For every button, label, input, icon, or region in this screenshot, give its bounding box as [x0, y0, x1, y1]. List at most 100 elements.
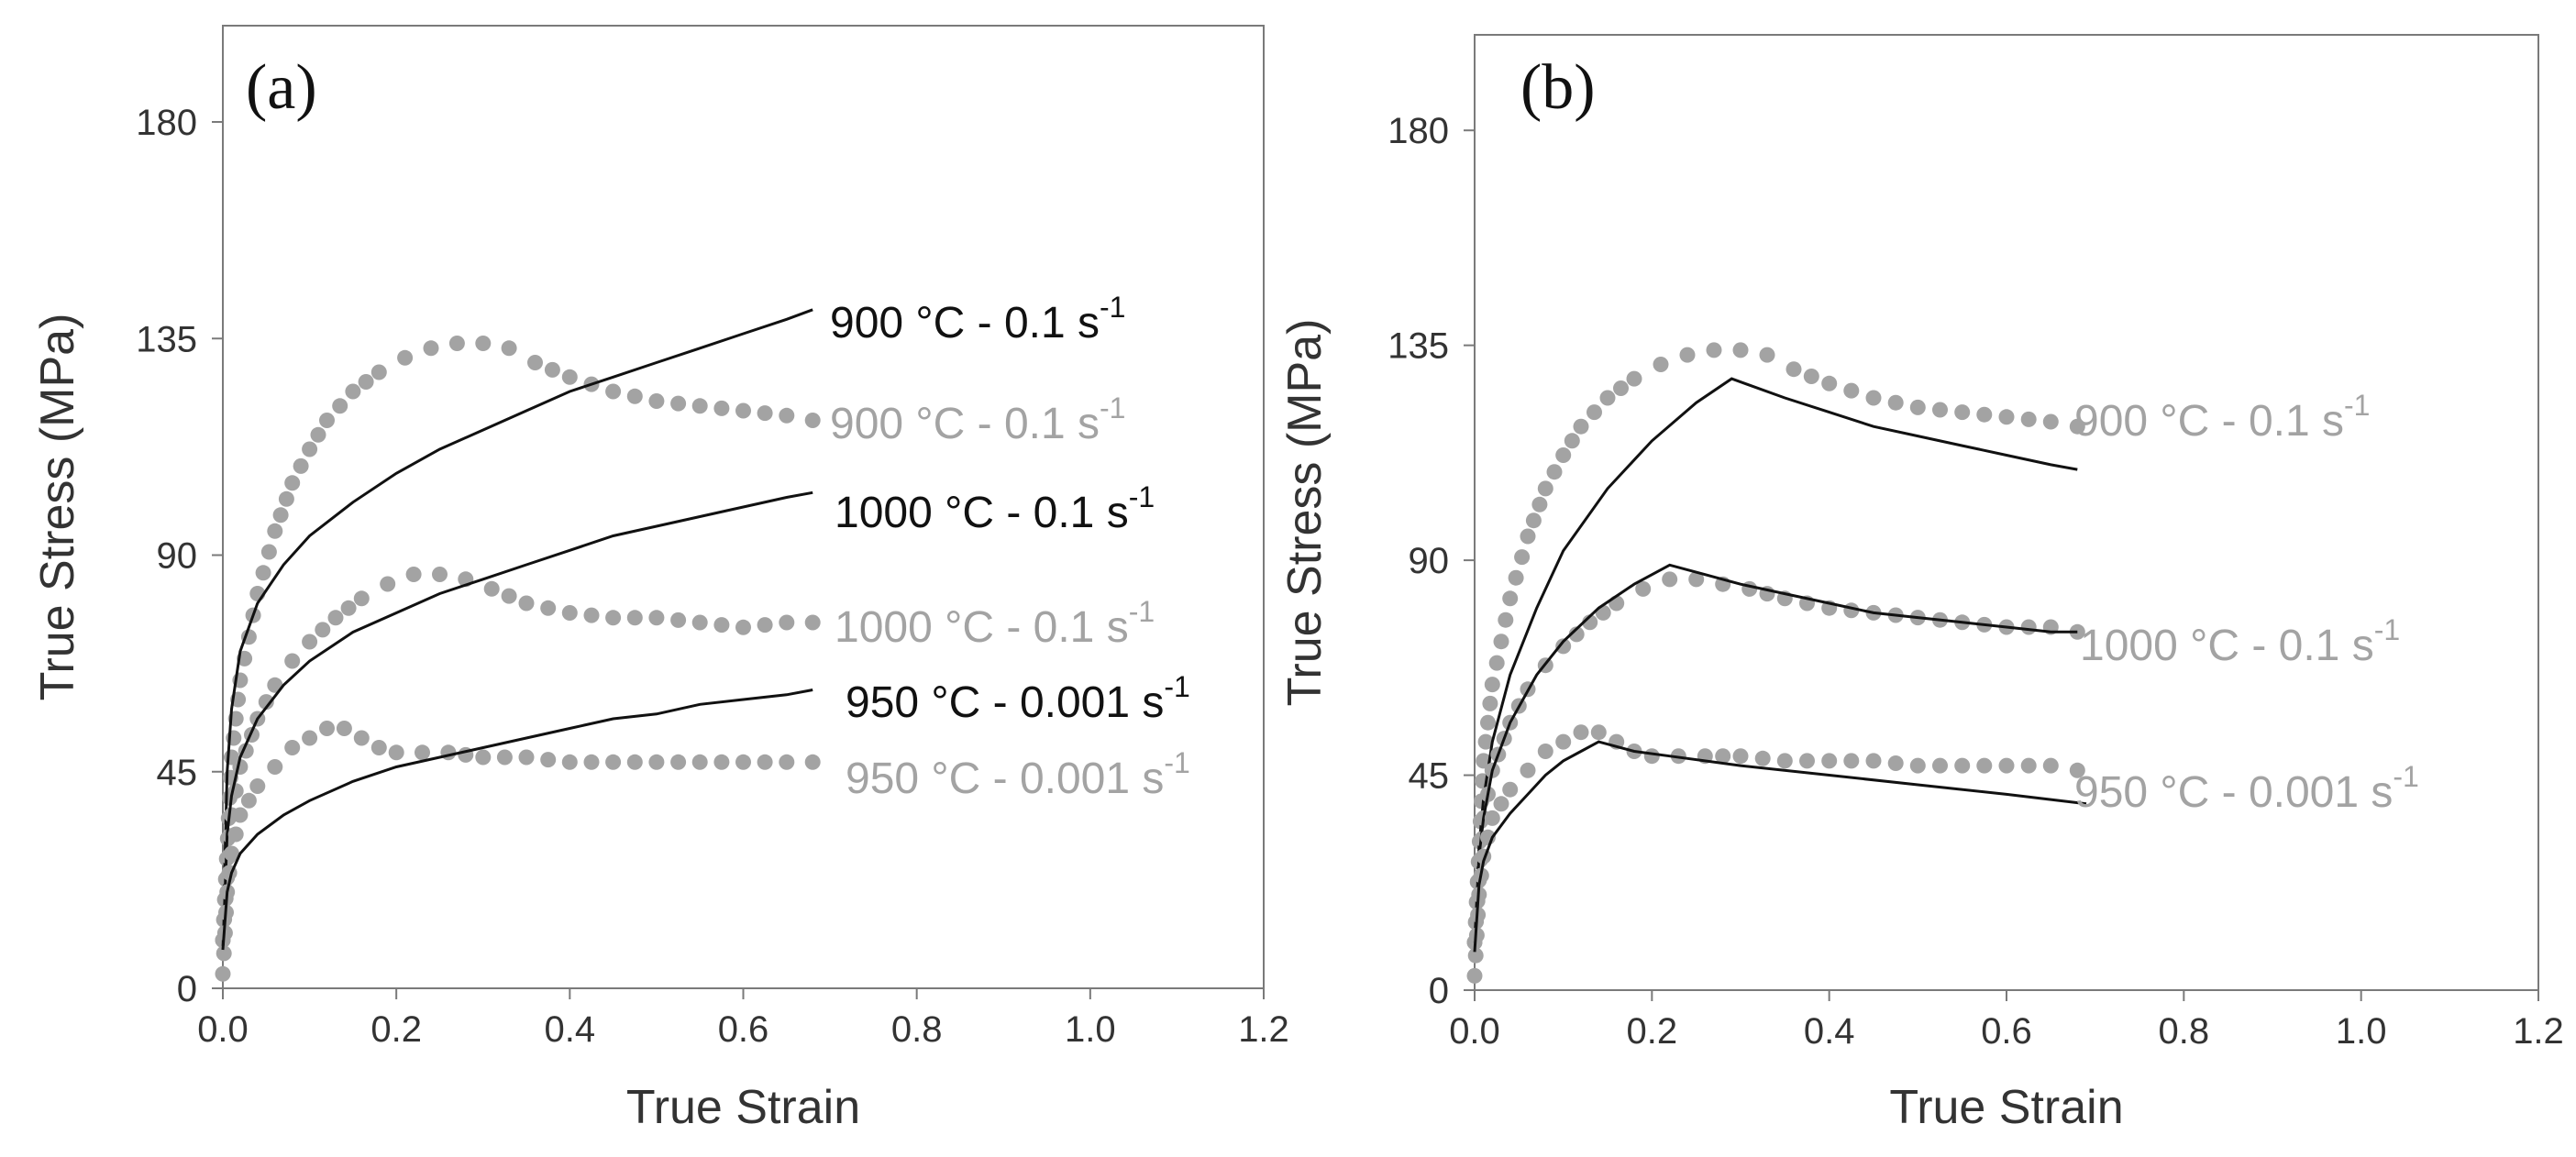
experimental-point — [2020, 619, 2037, 635]
experimental-point — [284, 740, 301, 755]
experimental-point — [255, 565, 271, 581]
experimental-point — [670, 395, 687, 412]
experimental-point — [315, 622, 331, 638]
x-axis-label: True Strain — [626, 1081, 860, 1134]
series-model-3 — [1473, 563, 2078, 942]
experimental-point — [561, 369, 578, 385]
experimental-point — [302, 441, 318, 457]
experimental-point — [278, 490, 294, 507]
series-annotation: 950 °C - 0.001 s-1 — [846, 670, 1190, 727]
experimental-point — [1821, 375, 1838, 391]
experimental-point — [258, 694, 274, 711]
experimental-point — [713, 617, 730, 634]
chart-panel-a: 0.0 0.2 0.4 0.6 0.8 1.0 1.2 0 45 90 135 180 True Str… — [31, 25, 1289, 1134]
experimental-point — [757, 617, 773, 634]
experimental-point — [345, 383, 361, 400]
experimental-point — [1537, 744, 1553, 759]
experimental-point — [2042, 413, 2059, 430]
experimental-point — [527, 355, 543, 370]
experimental-point — [224, 845, 239, 862]
experimental-point — [1564, 433, 1580, 449]
model-line — [221, 490, 813, 951]
experimental-point — [215, 965, 231, 982]
experimental-point — [1887, 394, 1904, 411]
y-tick-label: 45 — [157, 753, 198, 793]
experimental-point — [779, 614, 795, 631]
x-axis-label: True Strain — [1889, 1081, 2123, 1134]
experimental-point — [1932, 402, 1948, 418]
experimental-point — [1484, 677, 1500, 693]
x-tick-label: 0.2 — [370, 1009, 422, 1050]
x-tick-label: 0.8 — [2159, 1011, 2210, 1052]
series-annotation: 900 °C - 0.1 s-1 — [2074, 389, 2370, 446]
experimental-point — [1976, 406, 1993, 423]
experimental-point — [1976, 757, 1993, 774]
series-experimental-2 — [215, 567, 821, 948]
experimental-point — [319, 413, 335, 428]
panel-label: (b) — [1520, 52, 1596, 123]
series-experimental-2 — [1466, 571, 2085, 951]
experimental-point — [267, 759, 283, 775]
experimental-point — [370, 740, 387, 755]
experimental-point — [713, 754, 730, 770]
experimental-point — [340, 600, 357, 616]
experimental-point — [735, 619, 751, 635]
experimental-point — [1599, 390, 1616, 406]
experimental-point — [1488, 655, 1505, 671]
series-annotation: 1000 °C - 0.1 s-1 — [835, 480, 1155, 537]
experimental-point — [2020, 757, 2037, 774]
experimental-point — [1843, 753, 1860, 769]
experimental-point — [583, 607, 600, 623]
model-line — [1473, 563, 2078, 942]
experimental-point — [518, 749, 535, 766]
experimental-point — [518, 595, 535, 612]
experimental-point — [670, 754, 687, 770]
series-annotation: 950 °C - 0.001 s-1 — [2074, 760, 2419, 817]
series-experimental-4 — [1466, 724, 2085, 984]
y-tick-label: 180 — [1388, 111, 1449, 151]
experimental-point — [2069, 762, 2085, 778]
series-annotation: 1000 °C - 0.1 s-1 — [2080, 613, 2400, 670]
series-model-5 — [221, 689, 813, 951]
experimental-point — [1865, 390, 1882, 406]
model-line — [1473, 377, 2078, 942]
experimental-point — [1613, 380, 1629, 396]
plot-frame — [1474, 34, 2539, 991]
experimental-point — [370, 364, 387, 380]
experimental-point — [358, 374, 374, 390]
series-model-3 — [221, 490, 813, 951]
experimental-point — [1573, 418, 1589, 435]
experimental-point — [227, 826, 244, 843]
x-tick-label: 0.2 — [1627, 1011, 1678, 1052]
experimental-point — [1865, 753, 1882, 769]
experimental-point — [1626, 370, 1642, 387]
series-annotation: 900 °C - 0.1 s-1 — [830, 391, 1125, 448]
experimental-point — [626, 388, 643, 404]
y-tick-label: 135 — [136, 319, 197, 359]
experimental-point — [735, 754, 751, 770]
experimental-point — [380, 576, 396, 592]
experimental-point — [713, 400, 730, 416]
experimental-point — [1493, 634, 1509, 650]
experimental-point — [302, 634, 318, 650]
experimental-point — [1484, 810, 1500, 826]
experimental-point — [544, 361, 560, 378]
experimental-point — [1754, 750, 1771, 766]
experimental-point — [540, 600, 557, 616]
experimental-point — [448, 336, 465, 351]
series-model-1 — [221, 308, 813, 941]
experimental-point — [804, 614, 821, 631]
experimental-point — [1843, 382, 1860, 399]
experimental-point — [1493, 796, 1509, 812]
model-line — [1473, 740, 2087, 953]
x-tick-label: 0.4 — [545, 1009, 596, 1050]
experimental-point — [1909, 399, 1926, 415]
experimental-point — [240, 792, 257, 809]
experimental-point — [336, 721, 352, 736]
y-tick-label: 45 — [1409, 756, 1450, 797]
series-model-1 — [1473, 377, 2078, 942]
experimental-point — [1998, 757, 2015, 774]
experimental-point — [302, 730, 318, 746]
experimental-point — [1466, 967, 1483, 984]
experimental-point — [353, 730, 370, 746]
